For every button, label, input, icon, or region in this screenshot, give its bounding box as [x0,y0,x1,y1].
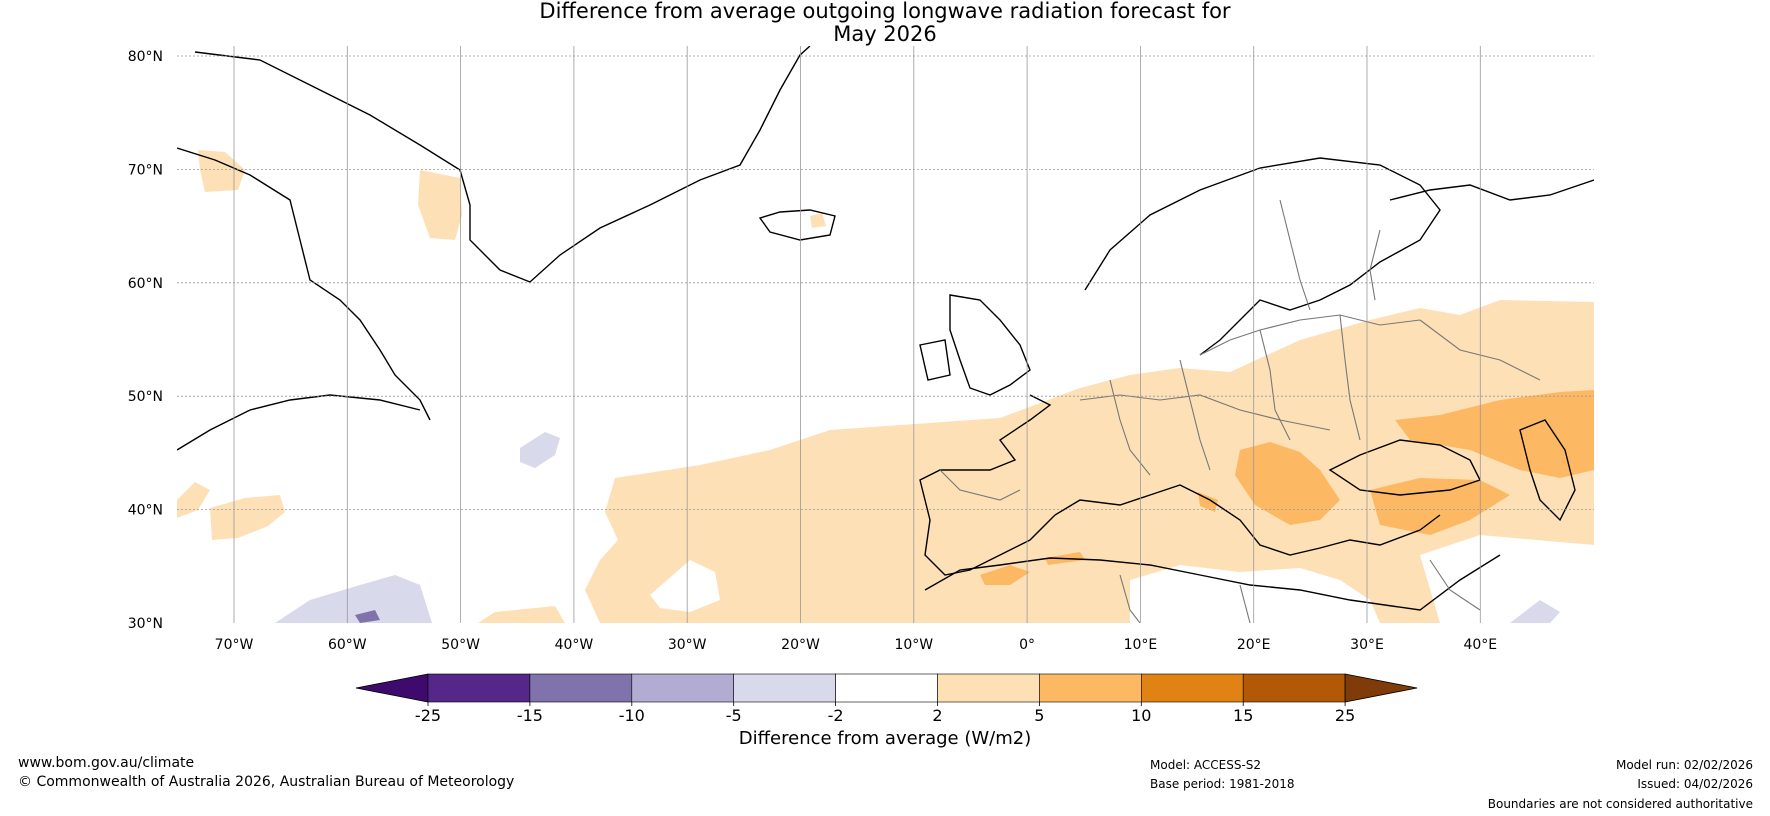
lon-tick-label: 0° [1019,637,1035,653]
anomaly-area-5-10-caspian [1395,390,1594,478]
coastline-europe-west [919,394,1056,576]
lon-tick-label: 30°W [668,637,707,653]
coastline-caspian [1519,419,1576,522]
neutral-area-north-africa [1130,565,1380,623]
lat-tick-label: 30°N [128,616,163,632]
anomaly-area-neg-southwest [275,575,432,623]
lon-tick-label: 40°E [1463,637,1497,653]
coastline-north-africa [924,554,1501,611]
colorbar-segment [631,673,734,703]
colorbar-tick-label: 25 [1335,706,1355,725]
colorbar-tick-label: 10 [1131,706,1151,725]
anomaly-area-2-5-atlantic [210,495,285,540]
footer-website: www.bom.gov.au/climate [18,755,195,771]
lat-tick-label: 70°N [128,162,163,178]
graticule [177,46,1594,623]
colorbar-label: Difference from average (W/m2) [738,728,1032,749]
lat-tick-label: 60°N [128,276,163,292]
coastlines [177,46,1594,611]
colorbar: -25 -15 -10 -5 -2 2 5 10 15 25 [355,673,1418,725]
coastline-baffin [177,147,431,421]
lon-tick-label: 20°W [781,637,820,653]
coastline-scandinavia [1084,157,1441,356]
lat-tick-label: 80°N [128,49,163,65]
colorbar-segment [427,673,531,703]
neutral-area-sahara [650,560,720,612]
colorbar-tick-label: -25 [415,706,441,725]
colorbar-tick-label: -10 [619,706,645,725]
lon-tick-label: 20°E [1237,637,1271,653]
colorbar-tick-label: 15 [1233,706,1253,725]
anomaly-area-2-5-labrador [177,482,210,518]
coastline-labrador [177,394,421,451]
coastline-british-isles [919,294,1031,396]
lon-tick-label: 70°W [215,637,254,653]
anomaly-area-5-10-balkans [1235,442,1340,525]
colorbar-extend-low [355,673,429,703]
lon-tick-label: 30°E [1350,637,1384,653]
footer-model: Model: ACCESS-S2 [1150,758,1262,772]
footer-model-run: Model run: 02/02/2026 [1615,758,1753,772]
colorbar-extend-high [1344,673,1418,703]
colorbar-segment [733,673,836,703]
neutral-area-middle-east [1420,535,1594,623]
footer-base-period: Base period: 1981-2018 [1150,777,1295,791]
colorbar-segment [835,673,938,703]
colorbar-tick-label: -15 [517,706,543,725]
footer-copyright: © Commonwealth of Australia 2026, Austra… [18,774,515,790]
anomaly-area-2-5-greenland [418,170,462,240]
lon-tick-label: 10°E [1124,637,1158,653]
colorbar-segment [1141,673,1244,703]
coastline-iceland [758,209,836,241]
lat-tick-label: 50°N [128,389,163,405]
anomaly-area-neg-atlantic [520,432,560,468]
coastline-greenland [194,46,811,283]
coastline-black-sea [1328,439,1481,496]
anomaly-area-2-5-iceland [810,213,826,228]
map-plot-area [177,46,1594,623]
colorbar-tick-label: -2 [828,706,844,725]
colorbar-tick-label: 2 [932,706,942,725]
lat-tick-label: 40°N [128,503,163,519]
footer-disclaimer: Boundaries are not considered authoritat… [1487,797,1753,811]
colorbar-segment [529,673,633,703]
lon-tick-label: 10°W [894,637,933,653]
colorbar-segment [937,673,1040,703]
anomaly-area-2-5-baffin [198,150,245,192]
colorbar-tick-label: -5 [726,706,742,725]
colorbar-segment [1242,673,1346,703]
lon-tick-label: 50°W [441,637,480,653]
colorbar-segment [1039,673,1142,703]
coastline-mediterranean [1054,484,1441,556]
anomaly-area-neg-core [355,610,380,623]
anomaly-area-neg-arabia [1510,600,1560,623]
chart-title: Difference from average outgoing longwav… [0,0,1770,46]
lon-tick-label: 60°W [328,637,367,653]
colorbar-tick-label: 5 [1034,706,1044,725]
anomaly-area-5-10-anatolia [1370,478,1510,535]
anomaly-area-5-10-algeria [980,565,1030,585]
footer-issued: Issued: 04/02/2026 [1637,777,1753,791]
anomaly-area-2-5-south [478,606,565,623]
title-line-2: May 2026 [833,22,937,46]
title-line-1: Difference from average outgoing longwav… [539,0,1231,23]
coastline-arctic-russia [1389,179,1594,201]
lon-tick-label: 40°W [555,637,594,653]
